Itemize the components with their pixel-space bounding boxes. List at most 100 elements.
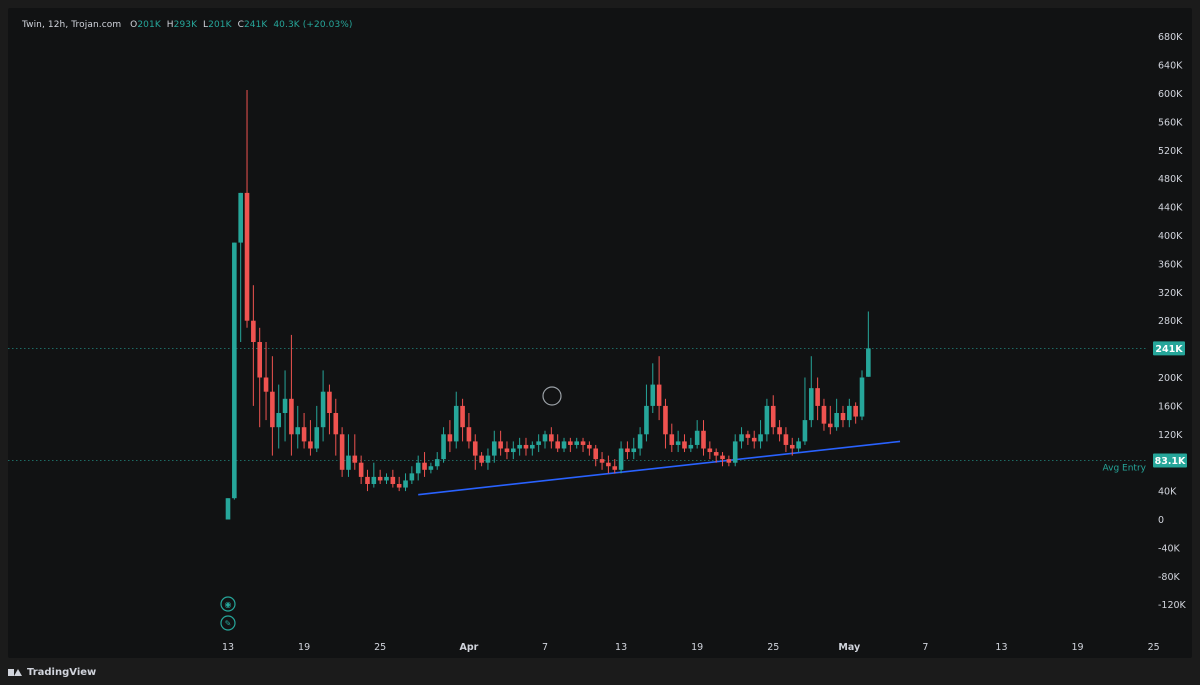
candle-body [637, 434, 643, 449]
candle-body [701, 430, 706, 449]
x-tick-label: 25 [1148, 642, 1160, 653]
open-value: 201K [137, 20, 161, 30]
candle-body [847, 405, 852, 421]
candle-body [625, 448, 630, 453]
candle-body [688, 444, 694, 449]
y-tick-label: 0 [1158, 515, 1164, 526]
event-marker-icon[interactable] [220, 596, 236, 612]
candle-body [422, 462, 427, 470]
candle-body [764, 405, 770, 435]
candle-body [555, 441, 560, 449]
candle-body [238, 192, 243, 243]
y-tick-label: 680K [1158, 32, 1183, 43]
candle-body [466, 427, 472, 442]
candle-body [415, 462, 421, 474]
candle-body [549, 434, 554, 442]
candle-body [834, 413, 839, 428]
candle-body [447, 434, 453, 442]
candle-body [390, 476, 396, 484]
tradingview-icon [8, 668, 22, 677]
candle-body [694, 430, 700, 445]
open-label: O [130, 20, 138, 30]
candlestick-chart[interactable]: 680K 640K 600K 560K 520K 480K 440K 400K 360K 320K… [8, 8, 1192, 658]
candle-body [707, 448, 713, 453]
candle-body [840, 413, 846, 421]
x-tick-label: 19 [691, 642, 703, 653]
x-tick-label: 25 [374, 642, 386, 653]
y-tick-label: -80K [1158, 572, 1181, 583]
candle-body [270, 391, 275, 428]
candle-body [479, 455, 484, 463]
y-tick-label: 280K [1158, 316, 1183, 327]
x-tick-label: 13 [995, 642, 1007, 653]
candle-body [244, 192, 250, 321]
tradingview-logo[interactable]: TradingView [8, 667, 96, 678]
candle-body [542, 434, 548, 442]
candle-body [428, 466, 434, 470]
candle-body [434, 459, 440, 467]
symbol-legend: Twin, 12h, Trojan.com O201K H293K L201K … [22, 20, 353, 30]
x-tick-label: 25 [767, 642, 779, 653]
candle-body [599, 459, 605, 463]
candle-body [606, 462, 611, 467]
candle-body [682, 441, 687, 449]
candle-body [225, 498, 231, 520]
x-tick-label: 7 [542, 642, 548, 653]
y-tick-label: 320K [1158, 288, 1183, 299]
candle-body [644, 405, 649, 435]
candle-body [828, 423, 833, 428]
candle-body [656, 384, 662, 406]
candle-body [276, 413, 282, 428]
y-tick-label: 160K [1158, 401, 1183, 412]
candle-body [713, 452, 719, 456]
candle-body [441, 434, 446, 460]
candle-body [403, 480, 408, 488]
candle-body [802, 420, 808, 442]
candle-body [536, 441, 541, 445]
change-value: 40.3K (+20.03%) [273, 20, 353, 30]
candle-body [770, 405, 776, 428]
candle-body [663, 405, 668, 435]
candle-body [377, 476, 383, 481]
candle-body [491, 441, 497, 456]
cursor-marker-icon[interactable] [542, 386, 562, 406]
avg-entry-badge-text: 83.1K [1155, 456, 1186, 467]
candle-body [365, 476, 370, 484]
high-value: 293K [173, 20, 198, 30]
candle-body [282, 398, 288, 413]
candle-body [587, 444, 592, 449]
candle-body [796, 441, 801, 449]
candle-body [859, 377, 865, 417]
chart-panel[interactable]: 680K 640K 600K 560K 520K 480K 440K 400K 360K 320K… [8, 8, 1192, 658]
candle-body [650, 384, 656, 406]
candle-body [568, 441, 573, 445]
candle-body [301, 427, 307, 442]
high-label: H [166, 20, 174, 30]
pencil-marker-icon[interactable] [220, 615, 236, 631]
candle-body [396, 484, 402, 488]
x-tick-label: Apr [459, 642, 478, 653]
candle-body [530, 444, 535, 449]
low-value: 201K [208, 20, 232, 30]
candle-body [777, 427, 782, 435]
x-tick-label: 7 [922, 642, 928, 653]
price-badge-text: 241K [1155, 344, 1183, 355]
candle-body [320, 391, 326, 428]
y-tick-label: 560K [1158, 117, 1183, 128]
pencil-marker-icon-glyph: ✎ [225, 619, 232, 628]
candle-body [726, 459, 732, 463]
y-tick-label: 360K [1158, 259, 1183, 270]
candle-body [593, 448, 599, 460]
avg-entry-label: Avg Entry [1103, 463, 1147, 473]
candle-body [618, 448, 624, 470]
candle-body [745, 434, 751, 438]
candle-body [314, 427, 320, 449]
candle-body [751, 437, 757, 442]
candle-body [409, 473, 415, 481]
footer-bar: TradingView [8, 662, 96, 682]
candle-body [758, 434, 763, 442]
candle-body [612, 466, 618, 470]
candle-body [631, 448, 637, 453]
candle-body [358, 462, 364, 477]
